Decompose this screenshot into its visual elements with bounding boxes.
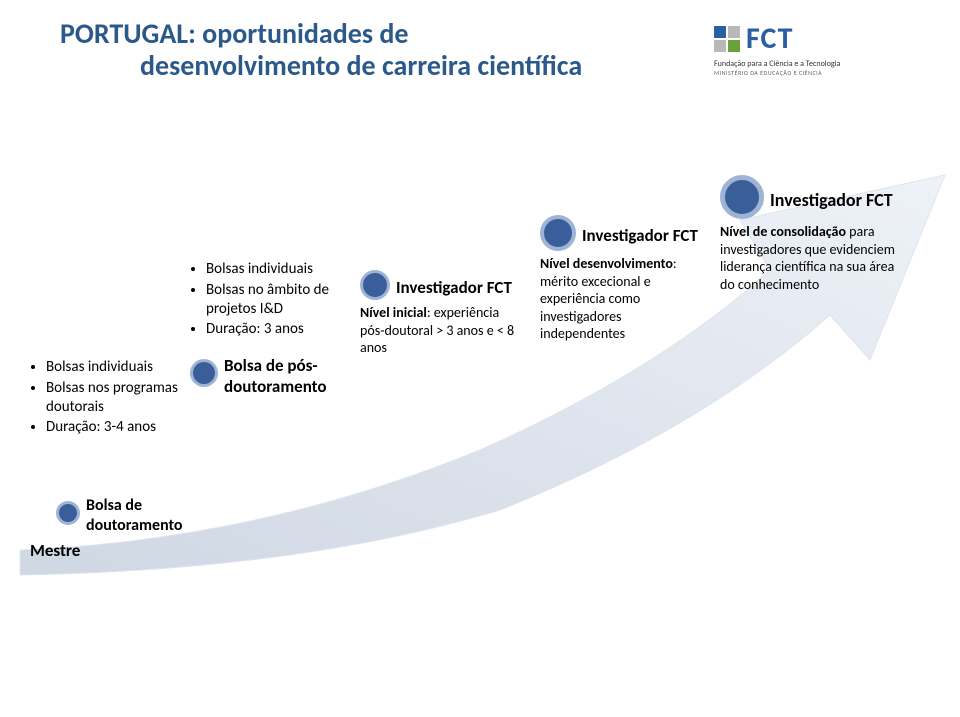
bullet: Duração: 3-4 anos (46, 418, 190, 437)
stage-2: Bolsas individuais Bolsas no âmbito de p… (190, 260, 350, 402)
stage-4: Investigador FCT Nível desenvolvimento: … (540, 215, 700, 343)
bullet: Bolsas individuais (46, 358, 190, 377)
slide-title: PORTUGAL: oportunidades de desenvolvimen… (60, 18, 582, 82)
title-line2: desenvolvimento de carreira científica (60, 48, 582, 83)
node-dot-icon (540, 215, 576, 251)
stage-3-level: Nível inicial (360, 304, 427, 321)
logo-ministry: MINISTÉRIO DA EDUCAÇÃO E CIÊNCIA (714, 69, 904, 77)
bullet: Bolsas individuais (206, 260, 350, 279)
stage-1-label: Bolsa de doutoramento (86, 496, 216, 536)
stage-4-head: Investigador FCT (582, 225, 698, 246)
logo-acronym: FCT (746, 20, 793, 57)
node-dot-icon (56, 501, 80, 525)
logo-squares-icon (714, 26, 740, 52)
stage-2-bullets: Bolsas individuais Bolsas no âmbito de p… (190, 260, 350, 339)
mestre-label: Mestre (30, 540, 80, 561)
node-dot-icon (720, 175, 764, 219)
fct-logo: FCT Fundação para a Ciência e a Tecnolog… (714, 20, 904, 77)
node-dot-icon (360, 270, 390, 300)
stage-3-head: Investigador FCT (396, 277, 512, 298)
bullet: Bolsas nos programas doutorais (46, 379, 190, 417)
stage-1-bullets: Bolsas individuais Bolsas nos programas … (30, 358, 190, 437)
title-line1: PORTUGAL: oportunidades de (60, 16, 408, 51)
stage-5-desc: Nível de consolidação para investigadore… (720, 223, 900, 293)
node-dot-icon (190, 359, 218, 387)
stage-1-node-row: Bolsa de doutoramento (56, 490, 216, 540)
logo-subtitle: Fundação para a Ciência e a Tecnologia (714, 59, 904, 69)
stage-2-label: Bolsa de pós-doutoramento (224, 355, 350, 398)
stage-3: Investigador FCT Nível inicial: experiên… (360, 270, 520, 357)
stage-5-level: Nível de consolidação (720, 223, 846, 240)
bullet: Duração: 3 anos (206, 320, 350, 339)
stage-4-desc: Nível desenvolvimento: mérito excecional… (540, 255, 700, 343)
stage-5-head: Investigador FCT (770, 189, 893, 212)
stage-5: Investigador FCT Nível de consolidação p… (720, 175, 900, 293)
stage-1: Bolsas individuais Bolsas nos programas … (30, 358, 190, 447)
bullet: Bolsas no âmbito de projetos I&D (206, 281, 350, 319)
stage-4-level: Nível desenvolvimento (540, 255, 673, 272)
stage-3-desc: Nível inicial: experiência pós-doutoral … (360, 304, 520, 357)
